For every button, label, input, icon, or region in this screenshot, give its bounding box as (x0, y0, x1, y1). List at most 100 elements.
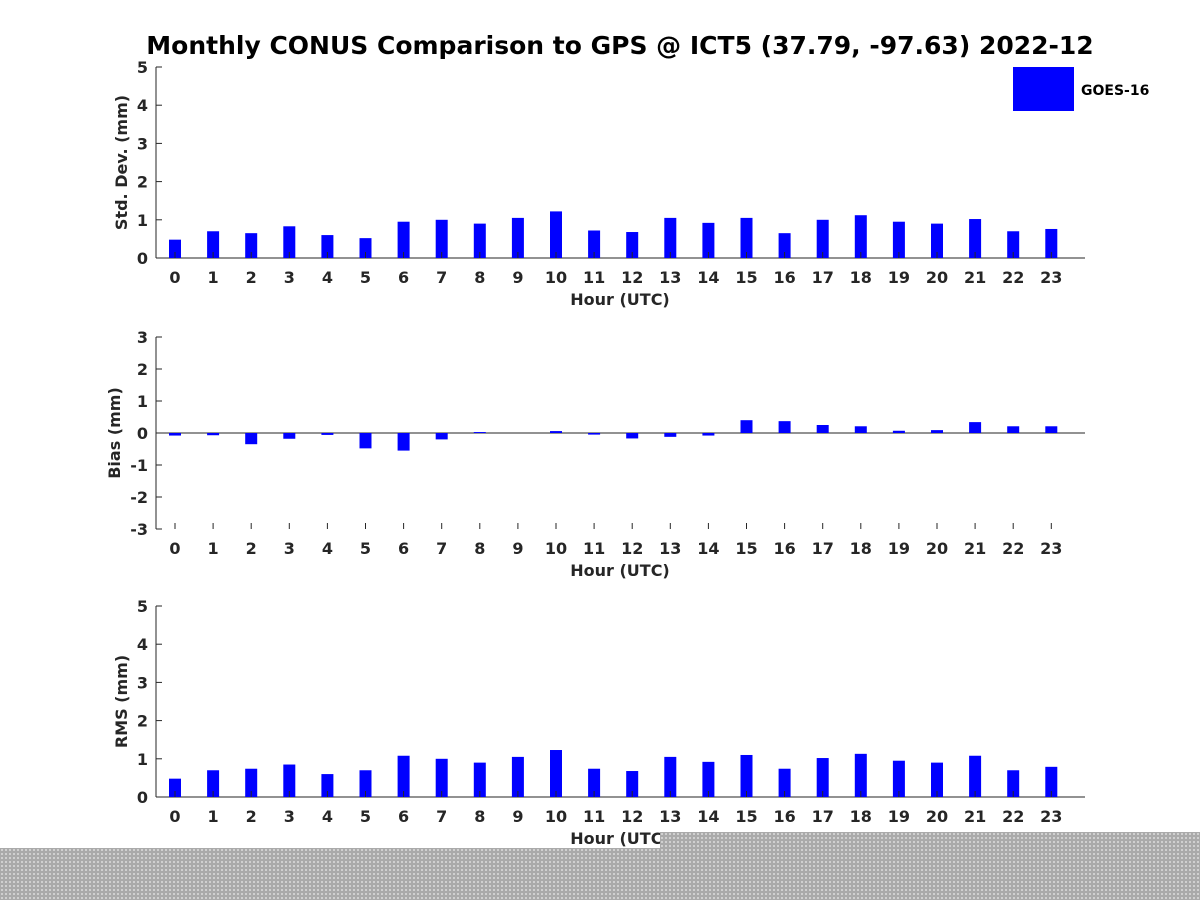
bar-bias-hour-7 (435, 433, 448, 440)
chart-title: Monthly CONUS Comparison to GPS @ ICT5 (… (146, 31, 1093, 60)
x-tick-label: 6 (398, 807, 409, 826)
bar-bias-hour-10 (550, 431, 562, 433)
y-tick-label: 0 (137, 424, 148, 443)
x-tick-label: 22 (1002, 268, 1024, 287)
bar-std-dev-hour-19 (892, 221, 905, 258)
bar-rms-hour-21 (969, 755, 982, 797)
x-tick-label: 14 (697, 539, 719, 558)
x-tick-label: 9 (512, 268, 523, 287)
x-tick-label: 9 (512, 539, 523, 558)
bar-rms-hour-20 (931, 762, 943, 797)
x-tick-label: 12 (621, 268, 643, 287)
y-tick-label: 2 (137, 712, 148, 731)
x-tick-label: 7 (436, 807, 447, 826)
x-tick-label: 18 (850, 807, 872, 826)
x-tick-label: 16 (773, 807, 795, 826)
bar-std-dev-hour-12 (626, 232, 639, 258)
x-tick-label: 21 (964, 268, 986, 287)
bar-bias-hour-23 (1045, 426, 1058, 433)
y-tick-label: 2 (137, 173, 148, 192)
x-tick-label: 17 (812, 807, 834, 826)
bar-std-dev-hour-1 (207, 231, 220, 258)
bar-bias-hour-18 (854, 426, 867, 433)
bar-rms-hour-3 (283, 764, 296, 797)
x-tick-label: 23 (1040, 539, 1062, 558)
y-axis-label-rms: RMS (mm) (112, 655, 131, 748)
bar-rms-hour-10 (550, 750, 562, 797)
legend-swatch-goes-16 (1013, 67, 1074, 111)
bar-std-dev-hour-6 (397, 221, 410, 258)
legend-label-goes-16: GOES-16 (1081, 83, 1149, 99)
bar-std-dev-hour-15 (740, 217, 753, 258)
x-tick-label: 8 (474, 807, 485, 826)
x-tick-label: 16 (773, 539, 795, 558)
bar-rms-hour-18 (854, 753, 867, 797)
bar-bias-hour-8 (473, 432, 486, 434)
bar-std-dev-hour-5 (359, 238, 372, 258)
x-tick-label: 4 (322, 268, 333, 287)
bar-std-dev-hour-10 (550, 211, 562, 258)
bar-bias-hour-4 (321, 433, 334, 435)
y-tick-label: 1 (137, 750, 148, 769)
x-tick-label: 17 (812, 539, 834, 558)
x-tick-label: 7 (436, 268, 447, 287)
bar-bias-hour-0 (169, 433, 181, 436)
bar-rms-hour-15 (740, 754, 753, 797)
bar-bias-hour-17 (816, 425, 829, 433)
x-tick-label: 18 (850, 268, 872, 287)
y-tick-label: -1 (130, 456, 148, 475)
y-tick-label: 0 (137, 788, 148, 807)
x-tick-label: 0 (169, 539, 180, 558)
x-tick-label: 13 (659, 268, 681, 287)
y-tick-label: 3 (137, 328, 148, 347)
bar-bias-hour-2 (245, 433, 258, 445)
y-tick-label: 5 (137, 597, 148, 616)
bar-rms-hour-0 (169, 778, 181, 797)
x-tick-label: 4 (322, 807, 333, 826)
bar-bias-hour-13 (664, 433, 677, 437)
x-tick-label: 17 (812, 268, 834, 287)
x-tick-label: 10 (545, 807, 567, 826)
x-tick-label: 20 (926, 807, 948, 826)
bar-rms-hour-22 (1007, 770, 1020, 797)
x-tick-label: 11 (583, 268, 605, 287)
x-tick-label: 3 (284, 268, 295, 287)
bar-std-dev-hour-9 (511, 217, 524, 258)
x-tick-label: 16 (773, 268, 795, 287)
bar-rms-hour-14 (702, 761, 715, 797)
y-tick-label: -2 (130, 488, 148, 507)
x-axis-label-rms: Hour (UTC) (570, 829, 670, 848)
x-tick-label: 15 (735, 539, 757, 558)
bar-rms-hour-13 (664, 756, 677, 797)
x-tick-label: 10 (545, 539, 567, 558)
bar-bias-hour-21 (969, 422, 982, 433)
x-tick-label: 6 (398, 539, 409, 558)
bar-std-dev-hour-4 (321, 235, 334, 258)
x-tick-label: 8 (474, 539, 485, 558)
bar-bias-hour-1 (207, 433, 220, 436)
y-tick-label: 3 (137, 673, 148, 692)
x-tick-label: 21 (964, 807, 986, 826)
bar-std-dev-hour-20 (931, 223, 943, 258)
y-tick-label: 4 (137, 635, 148, 654)
x-tick-label: 15 (735, 268, 757, 287)
x-tick-label: 11 (583, 539, 605, 558)
bottom-overlay (0, 848, 1200, 900)
bar-rms-hour-11 (588, 768, 601, 797)
x-tick-label: 19 (888, 539, 910, 558)
x-tick-label: 20 (926, 539, 948, 558)
bar-bias-hour-12 (626, 433, 639, 439)
x-tick-label: 20 (926, 268, 948, 287)
bar-rms-hour-1 (207, 770, 220, 797)
bar-bias-hour-20 (931, 430, 943, 433)
bar-std-dev-hour-22 (1007, 231, 1020, 258)
x-tick-label: 10 (545, 268, 567, 287)
x-tick-label: 1 (208, 539, 219, 558)
x-tick-label: 22 (1002, 807, 1024, 826)
bar-rms-hour-23 (1045, 766, 1058, 797)
y-tick-label: 1 (137, 392, 148, 411)
y-axis-label-bias: Bias (mm) (105, 387, 124, 479)
bar-rms-hour-5 (359, 770, 372, 797)
x-tick-label: 3 (284, 539, 295, 558)
